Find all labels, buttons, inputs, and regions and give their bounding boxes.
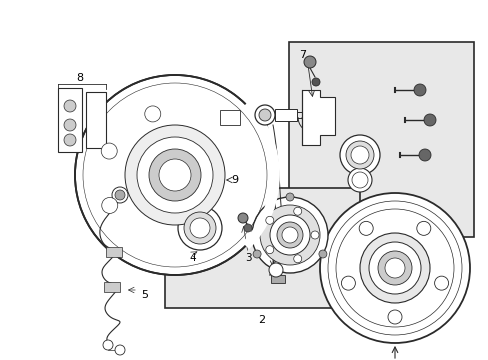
- Circle shape: [238, 213, 247, 223]
- Circle shape: [64, 119, 76, 131]
- Text: 5: 5: [141, 290, 148, 300]
- Bar: [104, 282, 120, 292]
- Circle shape: [434, 276, 447, 290]
- Circle shape: [318, 250, 326, 258]
- Circle shape: [115, 345, 125, 355]
- Circle shape: [346, 141, 373, 169]
- Circle shape: [341, 276, 355, 290]
- Circle shape: [244, 224, 251, 232]
- Circle shape: [265, 246, 273, 254]
- Circle shape: [311, 78, 319, 86]
- Circle shape: [268, 263, 283, 277]
- Circle shape: [293, 207, 301, 215]
- Circle shape: [293, 255, 301, 263]
- Circle shape: [282, 227, 297, 243]
- Circle shape: [102, 197, 118, 213]
- Bar: [274, 109, 296, 121]
- Circle shape: [253, 250, 261, 258]
- Circle shape: [276, 222, 303, 248]
- Circle shape: [285, 193, 293, 201]
- Circle shape: [137, 137, 213, 213]
- Bar: [106, 247, 122, 257]
- Circle shape: [413, 84, 425, 96]
- Bar: [288, 42, 473, 237]
- Text: 9: 9: [231, 175, 238, 185]
- Text: 3: 3: [244, 253, 251, 263]
- Circle shape: [269, 215, 309, 255]
- Circle shape: [101, 143, 117, 159]
- Circle shape: [149, 149, 201, 201]
- Circle shape: [368, 242, 420, 294]
- Circle shape: [359, 221, 372, 235]
- Circle shape: [351, 172, 367, 188]
- Circle shape: [319, 193, 469, 343]
- Circle shape: [190, 218, 209, 238]
- Circle shape: [265, 216, 273, 224]
- Text: 8: 8: [76, 73, 83, 83]
- Circle shape: [64, 100, 76, 112]
- Circle shape: [159, 159, 191, 191]
- Text: 7: 7: [299, 50, 306, 60]
- Circle shape: [259, 109, 270, 121]
- Circle shape: [377, 251, 411, 285]
- Circle shape: [64, 134, 76, 146]
- Circle shape: [75, 75, 274, 275]
- Circle shape: [304, 56, 315, 68]
- Circle shape: [359, 233, 429, 303]
- Circle shape: [347, 168, 371, 192]
- Circle shape: [178, 206, 222, 250]
- Circle shape: [416, 221, 430, 235]
- Text: 2: 2: [258, 315, 265, 325]
- Circle shape: [103, 340, 113, 350]
- Circle shape: [251, 197, 327, 273]
- Polygon shape: [302, 90, 334, 145]
- Circle shape: [423, 114, 435, 126]
- Circle shape: [384, 258, 404, 278]
- Circle shape: [144, 106, 161, 122]
- Circle shape: [112, 187, 128, 203]
- Circle shape: [310, 231, 318, 239]
- Circle shape: [387, 310, 401, 324]
- Circle shape: [260, 205, 319, 265]
- Polygon shape: [58, 88, 82, 152]
- Circle shape: [350, 146, 368, 164]
- Circle shape: [254, 105, 274, 125]
- Circle shape: [125, 125, 224, 225]
- Circle shape: [115, 190, 125, 200]
- Bar: [270, 275, 285, 283]
- Text: 4: 4: [189, 253, 196, 263]
- Text: 6: 6: [313, 244, 320, 254]
- Circle shape: [339, 135, 379, 175]
- Text: 10: 10: [265, 238, 280, 248]
- Circle shape: [418, 149, 430, 161]
- Bar: [164, 188, 359, 308]
- Polygon shape: [86, 92, 106, 148]
- Circle shape: [183, 212, 216, 244]
- Polygon shape: [220, 110, 240, 125]
